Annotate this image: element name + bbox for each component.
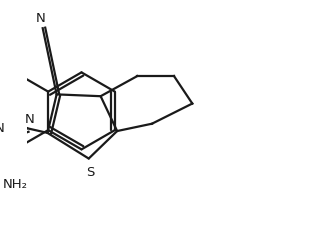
Text: S: S: [86, 166, 95, 179]
Text: N: N: [24, 112, 34, 125]
Text: N: N: [36, 12, 46, 24]
Text: NH₂: NH₂: [2, 178, 27, 191]
Text: N: N: [0, 122, 5, 135]
